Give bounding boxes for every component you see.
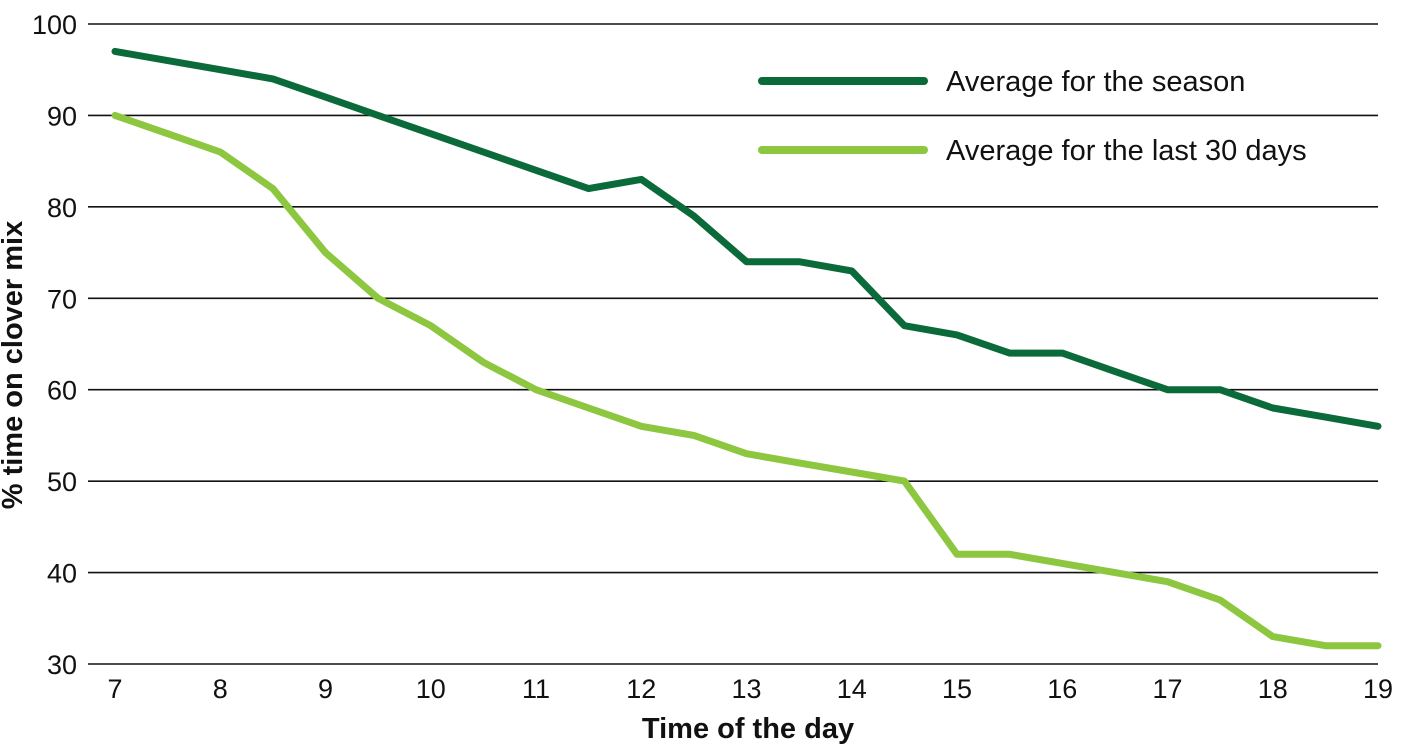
legend-label-2: Average for the last 30 days [946,135,1307,167]
y-axis-title: % time on clover mix [0,221,29,510]
series-line-1 [111,47,1382,430]
x-tick-label: 19 [1363,674,1393,704]
x-tick-label: 15 [942,674,972,704]
x-tick-label: 17 [1152,674,1182,704]
y-tick-label: 50 [47,467,77,497]
x-tick-label: 13 [731,674,761,704]
y-tick-label: 60 [47,376,77,406]
y-tick-label: 80 [47,193,77,223]
y-tick-label: 100 [32,10,77,40]
x-tick-label: 14 [837,674,867,704]
series-line-2 [111,111,1382,650]
x-tick-label: 16 [1047,674,1077,704]
x-tick-label: 18 [1258,674,1288,704]
series-lines [111,47,1382,650]
x-tick-label: 7 [107,674,122,704]
legend-label-1: Average for the season [946,66,1245,98]
y-tick-label: 70 [47,284,77,314]
x-axis-title: Time of the day [642,713,854,745]
y-tick-label: 90 [47,101,77,131]
x-tick-label: 11 [522,674,550,704]
x-tick-label: 12 [626,674,656,704]
grid-lines [88,23,1378,665]
legend: Average for the season Average for the la… [758,66,1307,167]
x-tick-label: 10 [416,674,446,704]
x-tick-label: 9 [318,674,333,704]
y-tick-label: 40 [47,559,77,589]
x-tick-label: 8 [213,674,228,704]
y-axis-ticks: 30 40 50 60 70 80 90 100 [32,10,77,680]
x-axis-ticks: 7 8 9 10 11 12 13 14 15 16 17 18 19 [107,674,1393,704]
y-tick-label: 30 [47,650,77,680]
